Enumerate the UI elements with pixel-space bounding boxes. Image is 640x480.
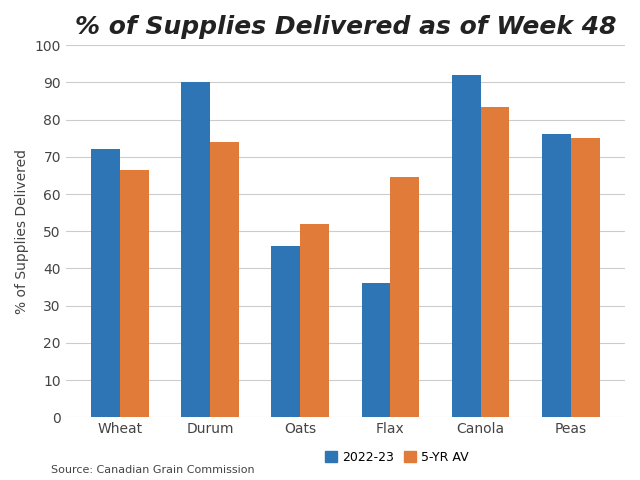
Bar (481, 107, 509, 417)
Bar (300, 224, 329, 417)
Bar (210, 142, 239, 417)
Text: Source: Canadian Grain Commission: Source: Canadian Grain Commission (51, 465, 255, 475)
Bar (542, 134, 571, 417)
Bar (362, 283, 390, 417)
Bar (92, 149, 120, 417)
Bar (120, 170, 149, 417)
Bar (452, 75, 481, 417)
Bar (271, 246, 300, 417)
Title: % of Supplies Delivered as of Week 48: % of Supplies Delivered as of Week 48 (75, 15, 616, 39)
Bar (571, 138, 600, 417)
Bar (390, 177, 419, 417)
Legend: 2022-23, 5-YR AV: 2022-23, 5-YR AV (319, 446, 474, 469)
Y-axis label: % of Supplies Delivered: % of Supplies Delivered (15, 149, 29, 314)
Bar (181, 83, 210, 417)
